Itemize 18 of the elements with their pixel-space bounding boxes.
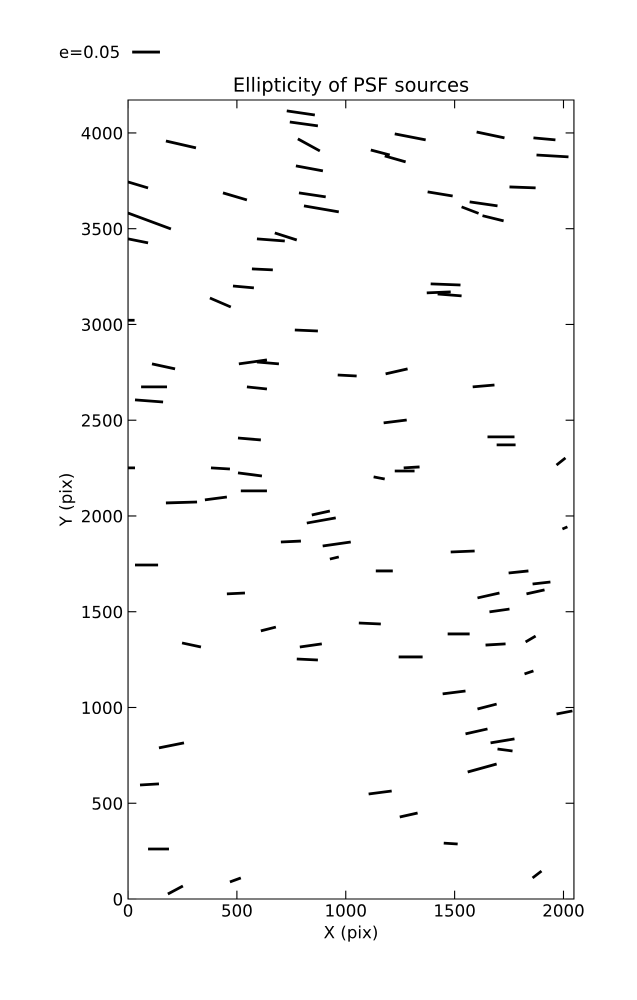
y-tick-label: 1000 bbox=[82, 701, 122, 714]
chart-title: Ellipticity of PSF sources bbox=[234, 76, 468, 96]
y-axis-title: Y (pix) bbox=[59, 474, 76, 526]
y-tick-label: 3000 bbox=[82, 318, 122, 332]
y-tick-label: 2000 bbox=[82, 510, 122, 523]
x-tick-label: 500 bbox=[222, 904, 252, 917]
y-tick-label: 4000 bbox=[82, 126, 122, 140]
x-axis-title: X (pix) bbox=[324, 926, 377, 942]
x-tick-label: 0 bbox=[124, 904, 132, 917]
y-tick-label: 0 bbox=[114, 892, 122, 906]
x-tick-label: 1000 bbox=[326, 904, 366, 917]
y-tick-label: 3500 bbox=[82, 222, 122, 236]
x-tick-label: 2000 bbox=[544, 904, 584, 917]
y-tick-label: 500 bbox=[92, 797, 122, 810]
y-tick-label: 1500 bbox=[82, 606, 122, 618]
legend-label: e=0.05 bbox=[60, 46, 119, 58]
x-tick-label: 1500 bbox=[435, 904, 475, 917]
y-tick-label: 2500 bbox=[82, 414, 122, 427]
